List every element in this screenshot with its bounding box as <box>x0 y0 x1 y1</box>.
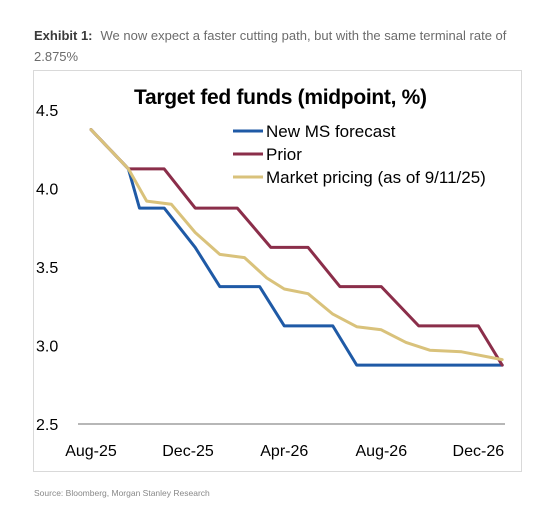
x-tick-label: Dec-25 <box>162 443 214 460</box>
series-line-3 <box>89 128 504 362</box>
exhibit-caption: Exhibit 1: We now expect a faster cutting… <box>34 25 534 67</box>
x-tick-label: Dec-26 <box>453 443 505 460</box>
legend-label-2: Prior <box>266 145 302 164</box>
source-note: Source: Bloomberg, Morgan Stanley Resear… <box>34 488 210 498</box>
x-tick-label: Apr-26 <box>260 443 308 460</box>
y-tick-label: 3.5 <box>36 260 58 277</box>
x-tick-label: Aug-25 <box>65 443 117 460</box>
chart-frame <box>33 70 522 472</box>
x-tick-label: Aug-26 <box>356 443 408 460</box>
y-tick-label: 4.0 <box>36 182 58 199</box>
chart-title: Target fed funds (midpoint, %) <box>134 86 427 109</box>
y-tick-label: 4.5 <box>36 103 58 120</box>
series-line-2 <box>89 128 504 367</box>
legend-label-1: New MS forecast <box>266 122 396 141</box>
exhibit-label: Exhibit 1: <box>34 28 93 43</box>
series-line-1 <box>89 128 504 367</box>
exhibit-text: We now expect a faster cutting path, but… <box>34 28 507 64</box>
y-tick-label: 3.0 <box>36 339 58 356</box>
legend-label-3: Market pricing (as of 9/11/25) <box>266 168 486 187</box>
y-tick-label: 2.5 <box>36 417 58 434</box>
